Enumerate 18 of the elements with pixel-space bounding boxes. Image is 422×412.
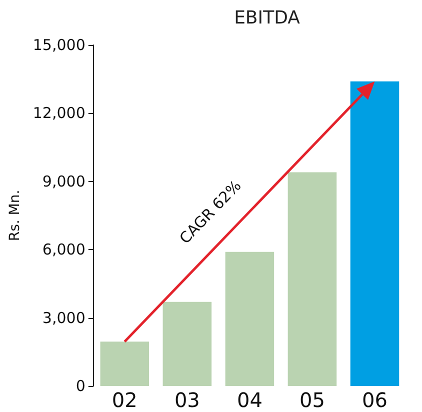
y-tick-label: 15,000 <box>32 36 86 54</box>
bar <box>225 252 274 386</box>
bar <box>350 81 400 386</box>
chart-title: EBITDA <box>234 8 301 28</box>
x-tick-label: 02 <box>112 388 138 412</box>
x-tick-label: 04 <box>236 388 262 412</box>
bar <box>100 342 150 386</box>
x-tick-label: 06 <box>362 388 388 412</box>
y-axis-title: Rs. Mn. <box>7 190 23 242</box>
y-tick-label: 3,000 <box>42 308 86 327</box>
y-tick-label: 12,000 <box>32 104 86 122</box>
bar <box>288 172 337 386</box>
bar <box>162 302 212 386</box>
y-tick-label: 6,000 <box>42 240 86 259</box>
y-tick-label: 0 <box>76 377 86 395</box>
x-tick-label: 03 <box>174 388 200 412</box>
x-tick-label: 05 <box>299 388 325 412</box>
y-tick-label: 9,000 <box>42 172 86 190</box>
